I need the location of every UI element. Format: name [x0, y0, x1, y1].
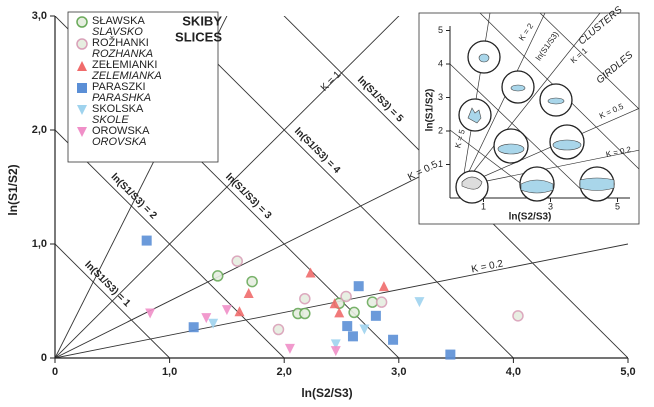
point [379, 281, 389, 291]
point [145, 309, 155, 319]
point [377, 297, 387, 307]
x-tick-label: 3,0 [391, 366, 406, 378]
point [445, 350, 455, 360]
point [232, 256, 242, 266]
point [222, 305, 232, 315]
point [273, 325, 283, 335]
point [300, 309, 310, 319]
inset-x-label: ln(S2/S3) [509, 212, 552, 223]
point [247, 277, 257, 287]
legend: SKIBY SLICES SŁAWSKASLAVSKOROŽHANKIROZHA… [68, 12, 222, 162]
y-tick-label: 0 [41, 352, 47, 364]
legend-title: SKIBY [182, 13, 222, 28]
chart: ln(S2/S3) ln(S1/S2) SKIBY SLICES SŁAWSKA… [0, 0, 654, 407]
inset-x-tick-label: 1 [481, 201, 486, 211]
legend-title: SLICES [175, 29, 222, 44]
point [414, 297, 424, 307]
x-tick-label: 4,0 [506, 366, 521, 378]
inset-y-tick-label: 4 [438, 58, 443, 68]
k-line-label: K = 1 [319, 69, 344, 94]
inset-y-tick-label: 5 [438, 25, 443, 35]
point [334, 307, 344, 317]
point [371, 311, 381, 321]
x-axis-label: ln(S2/S3) [301, 386, 352, 400]
point [331, 346, 341, 356]
legend-marker [77, 83, 87, 93]
point [235, 306, 245, 316]
point [285, 344, 295, 354]
y-tick-label: 3,0 [32, 10, 47, 22]
c-line-label: ln(S1/S3) = 1 [82, 259, 132, 309]
point [513, 311, 523, 321]
inset-x-tick-label: 5 [615, 201, 620, 211]
x-tick-label: 1,0 [162, 366, 177, 378]
y-tick-label: 2,0 [32, 124, 47, 136]
legend-marker [77, 17, 87, 27]
c-line-label: ln(S1/S3) = 3 [223, 172, 273, 222]
inset-y-tick-label: 3 [438, 92, 443, 102]
k-line-label: K = 0.2 [471, 258, 505, 275]
point [244, 288, 254, 298]
c-line-label: ln(S1/S3) = 2 [109, 172, 159, 222]
point [341, 291, 351, 301]
legend-label-alt: OROVSKA [92, 136, 146, 148]
inset-x-tick-label: 3 [548, 201, 553, 211]
point [349, 307, 359, 317]
x-tick-label: 0 [52, 366, 58, 378]
point [354, 281, 364, 291]
point [213, 271, 223, 281]
inset-y-label: ln(S1/S2) [425, 89, 436, 132]
point [306, 268, 316, 278]
point [342, 321, 352, 331]
x-tick-label: 2,0 [277, 366, 292, 378]
inset-y-tick-label: 2 [438, 125, 443, 135]
point [189, 322, 199, 332]
point [388, 335, 398, 345]
c-line-label: ln(S1/S3) = 5 [355, 75, 405, 125]
inset: ln(S1/S2) ln(S2/S3) K = 2 CLUSTERS GIRDL… [419, 4, 640, 224]
y-tick-label: 1,0 [32, 238, 47, 250]
x-tick-label: 5,0 [620, 366, 635, 378]
c-line-label: ln(S1/S3) = 4 [292, 126, 342, 176]
point [348, 331, 358, 341]
point [300, 294, 310, 304]
point [142, 236, 152, 246]
point [359, 325, 369, 335]
y-axis-label: ln(S1/S2) [6, 164, 20, 215]
legend-marker [77, 39, 87, 49]
